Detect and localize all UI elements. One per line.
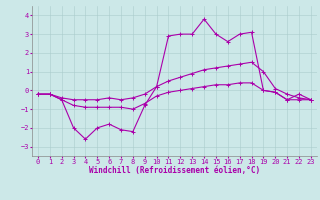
- X-axis label: Windchill (Refroidissement éolien,°C): Windchill (Refroidissement éolien,°C): [89, 166, 260, 175]
